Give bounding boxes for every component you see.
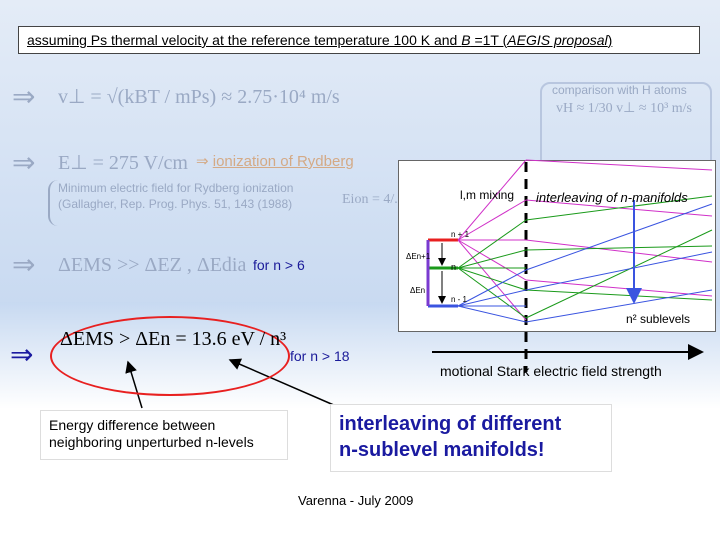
interleave-manifolds-label: interleaving of n-manifolds — [536, 190, 688, 205]
fan-magenta-right — [525, 159, 713, 297]
energy-inequality: ΔEMS >> ΔEZ , ΔEdia — [58, 254, 247, 276]
level-top-label: n + 1 — [451, 230, 470, 239]
for-n18-label: for n > 18 — [290, 348, 350, 364]
energy-difference-box: Energy difference between neighboring un… — [40, 410, 288, 460]
comparison-label: comparison with H atoms — [552, 83, 687, 97]
title-suffix: ) — [607, 32, 613, 48]
ionization-arrow-icon: ⇒ — [196, 153, 209, 170]
title-aegis: AEGIS proposal — [507, 32, 608, 48]
title-mid: =1T ( — [470, 32, 508, 48]
level-mid-label: n — [451, 262, 457, 272]
implies-arrow-icon: ⇒ — [12, 248, 36, 281]
energy-box-line1: Energy difference between — [49, 417, 216, 433]
min-field-line1: Minimum electric field for Rydberg ioniz… — [58, 181, 294, 195]
fan-magenta — [457, 159, 527, 321]
fan-green-right — [525, 195, 713, 319]
interleave-box-line2: n-sublevel manifolds! — [339, 439, 545, 461]
lm-mixing-label: l,m mixing — [460, 188, 515, 202]
fan-blue-right — [525, 203, 713, 323]
ion-field-equation: Eion = 4/... — [342, 192, 405, 207]
fan-green — [457, 219, 527, 319]
main-equation-ellipse — [50, 316, 290, 396]
stark-axis-label: motional Stark electric field strength — [440, 363, 662, 379]
implies-arrow-icon: ⇒ — [12, 146, 36, 179]
min-field-note: Minimum electric field for Rydberg ioniz… — [48, 180, 358, 226]
main-equation: ΔEMS > ΔEn = 13.6 eV / n³ — [60, 328, 287, 350]
implies-arrow-icon: ⇒ — [12, 80, 36, 113]
title-prefix: assuming Ps thermal velocity at the refe… — [27, 32, 462, 48]
level-bot-label: n - 1 — [451, 295, 468, 304]
energy-box-line2: neighboring unperturbed n-levels — [49, 434, 254, 450]
min-field-line2: (Gallagher, Rep. Prog. Phys. 51, 143 (19… — [58, 197, 293, 211]
ionization-text: ⇒ ionization of Rydberg — [196, 152, 354, 170]
velocity-equation: v⊥ = √(kBT / mPs) ≈ 2.75·10⁴ m/s — [58, 86, 340, 108]
n2-sublevels-label: n² sublevels — [626, 312, 691, 326]
field-equation: E⊥ = 275 V/cm — [58, 152, 188, 174]
implies-main-arrow-icon: ⇒ — [10, 338, 33, 371]
footer-text: Varenna - July 2009 — [298, 493, 414, 508]
title-box: assuming Ps thermal velocity at the refe… — [18, 26, 700, 54]
interleave-box: interleaving of different n-sublevel man… — [330, 404, 612, 472]
title-b: B — [461, 32, 471, 48]
ionization-label: ionization of Rydberg — [212, 153, 354, 170]
delta-e-top-label: ΔEn+1 — [406, 252, 431, 261]
comparison-equation: vH ≈ 1/30 v⊥ ≈ 10³ m/s — [556, 101, 692, 116]
delta-e-bot-label: ΔEn — [410, 286, 426, 295]
for-n6-label: for n > 6 — [253, 257, 305, 273]
interleave-box-line1: interleaving of different — [339, 413, 562, 435]
fan-blue — [457, 269, 527, 323]
